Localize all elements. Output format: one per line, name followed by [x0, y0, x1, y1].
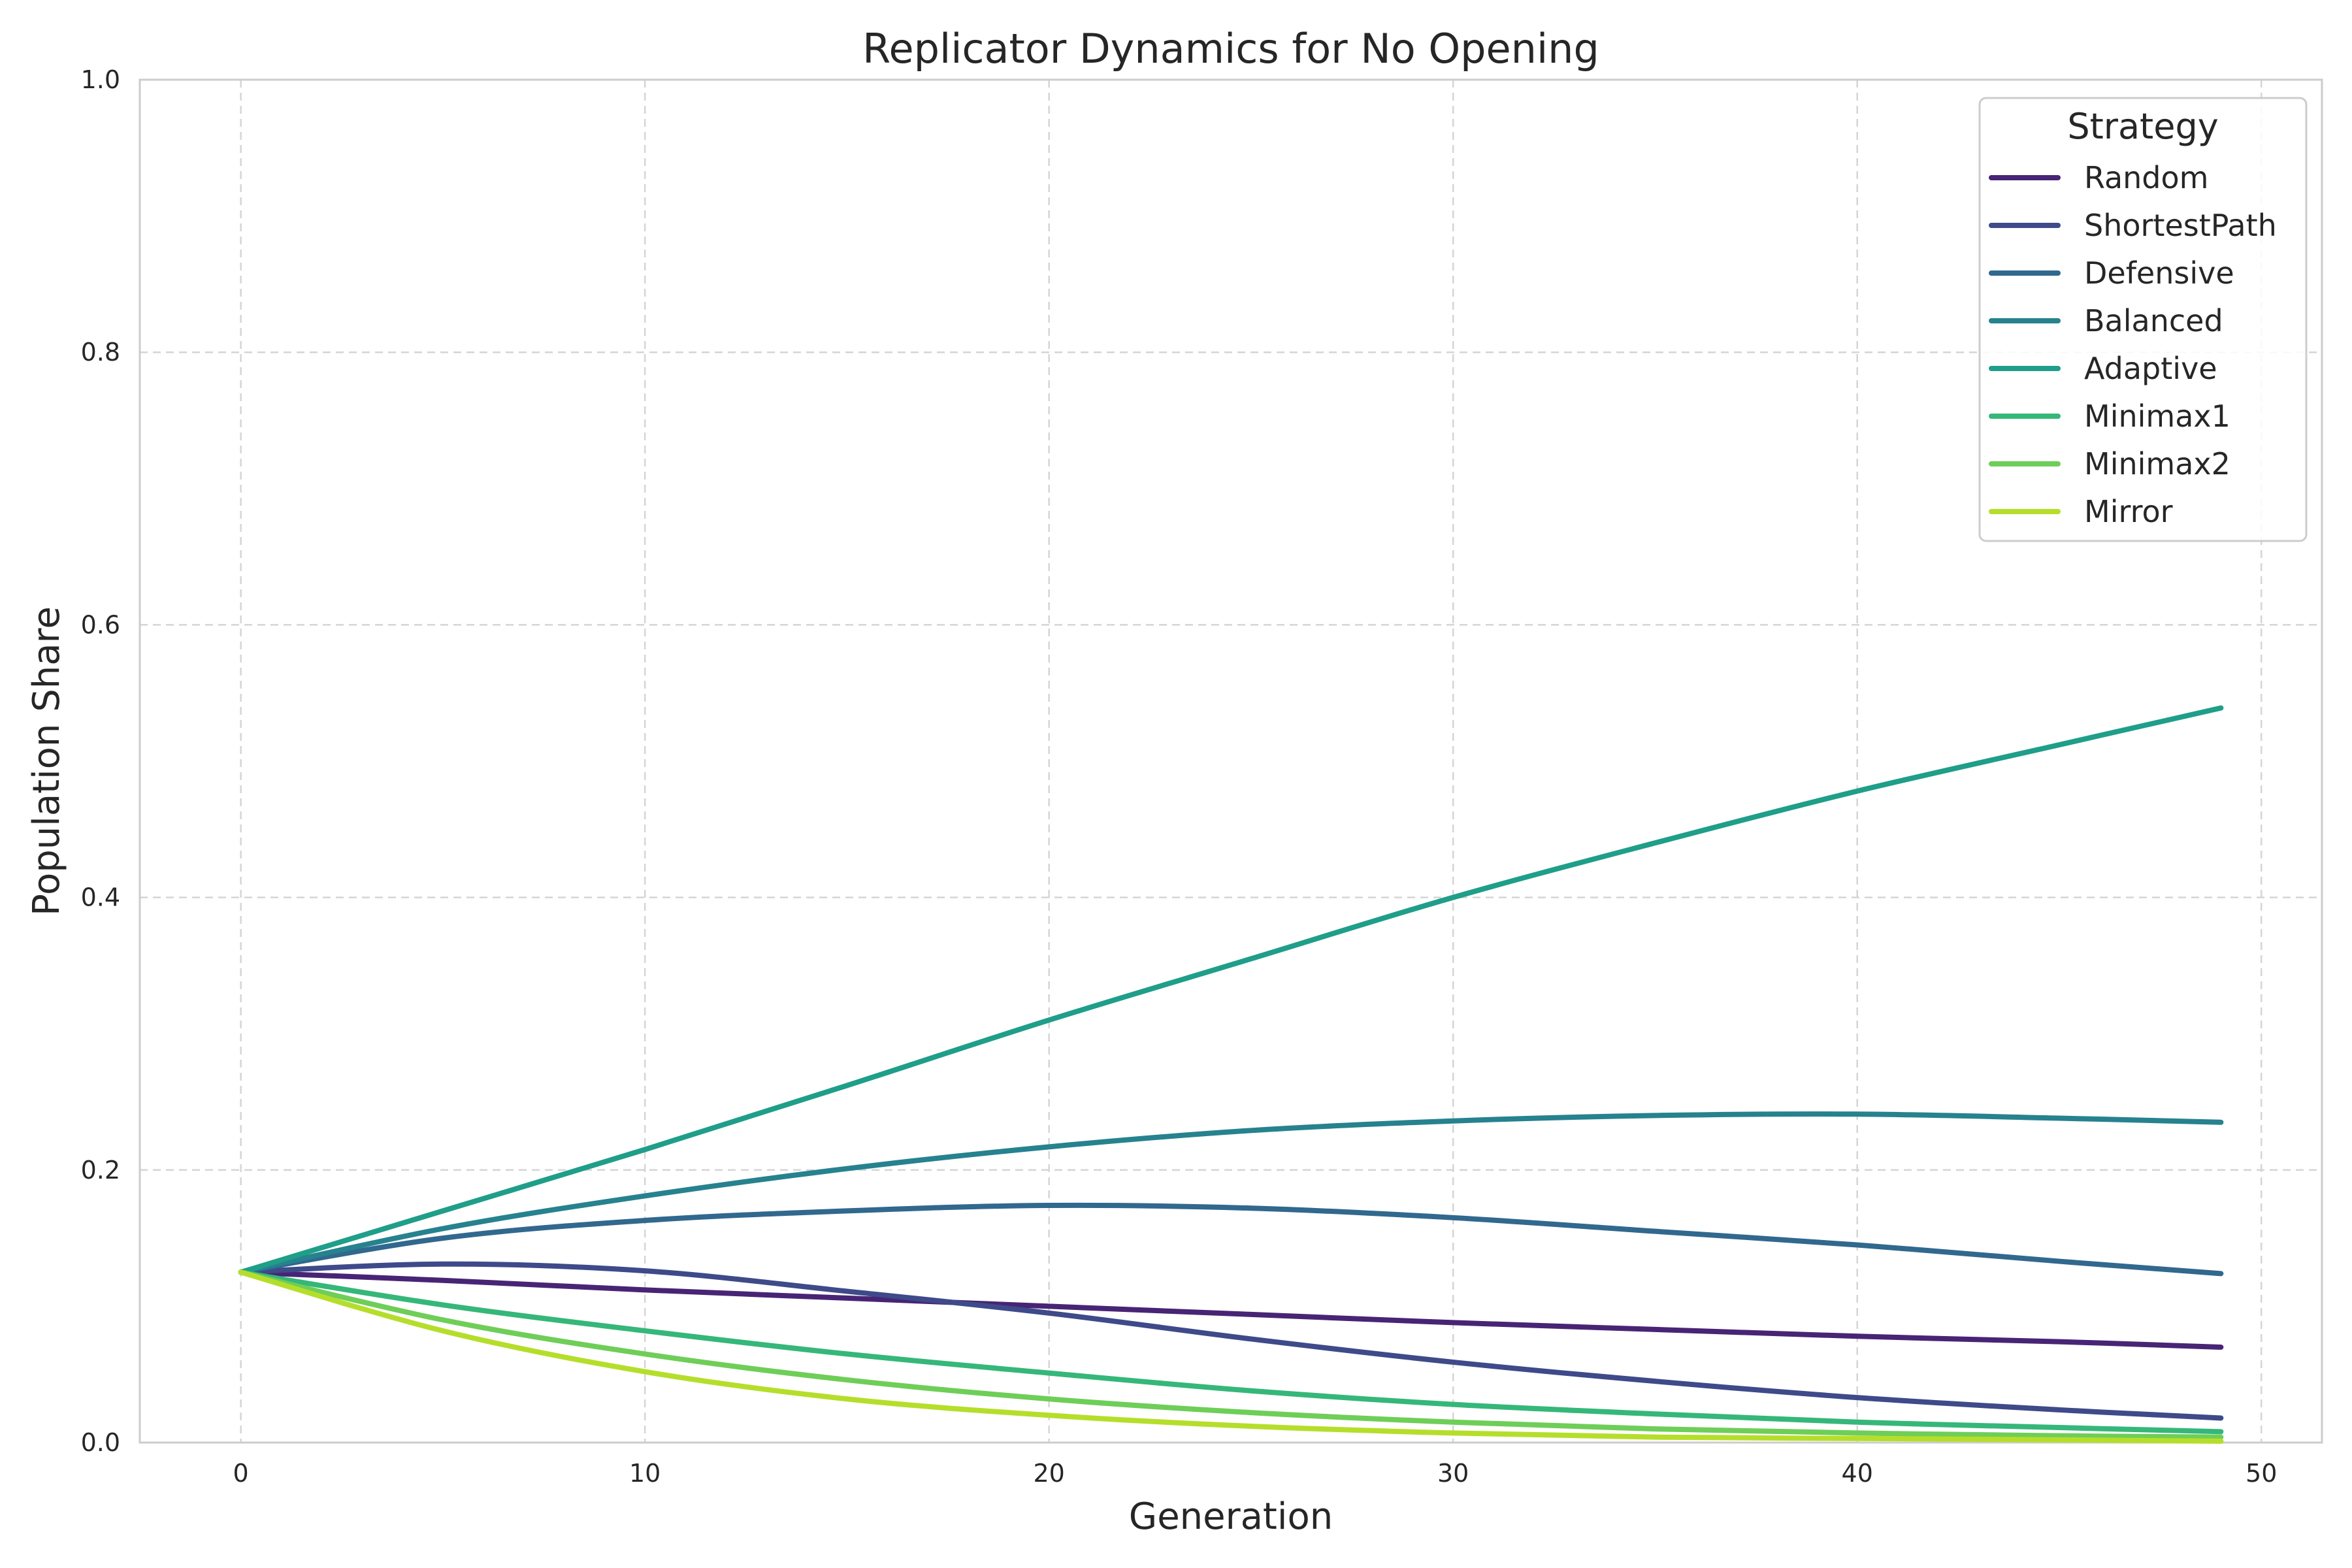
x-tick-label: 20 [1033, 1459, 1064, 1488]
series-line-balanced [238, 1111, 2224, 1275]
legend-label-minimax2: Minimax2 [2084, 446, 2230, 482]
x-tick-label: 50 [2246, 1459, 2277, 1488]
legend-label-random: Random [2084, 160, 2208, 195]
legend-label-mirror: Mirror [2084, 494, 2173, 529]
series-line-shortestpath [238, 1261, 2224, 1421]
series-line-minimax1 [238, 1269, 2224, 1435]
x-tick-label: 10 [629, 1459, 661, 1488]
y-tick-label: 0.4 [81, 883, 120, 912]
series-line-defensive [238, 1202, 2224, 1277]
legend-title: Strategy [2067, 106, 2218, 147]
legend-label-balanced: Balanced [2084, 303, 2223, 338]
legend: Strategy Random ShortestPath Defensive Bala… [1978, 97, 2308, 542]
series-line-minimax2 [238, 1269, 2224, 1440]
chart-title: Replicator Dynamics for No Opening [862, 25, 1599, 73]
y-tick-label: 1.0 [81, 65, 120, 94]
x-tick-label: 0 [233, 1459, 249, 1488]
tick-labels: 0 10 20 30 40 50 0.0 0.2 0.4 0.6 0.8 1.0 [81, 65, 2278, 1488]
y-tick-label: 0.0 [81, 1428, 120, 1457]
gridlines [140, 78, 2322, 1444]
legend-box [1978, 97, 2308, 542]
x-axis-label: Generation [1129, 1495, 1333, 1538]
x-tick-label: 30 [1437, 1459, 1469, 1488]
series-line-random [238, 1269, 2224, 1350]
legend-label-defensive: Defensive [2084, 255, 2234, 291]
x-tick-label: 40 [1842, 1459, 1873, 1488]
legend-label-adaptive: Adaptive [2084, 351, 2217, 386]
y-axis-label: Population Share [25, 606, 68, 916]
legend-items: Random ShortestPath Defensive Balanced Adapt… [1989, 160, 2277, 529]
y-tick-label: 0.6 [81, 610, 120, 639]
legend-label-shortestpath: ShortestPath [2084, 208, 2277, 243]
series-lines [238, 705, 2224, 1444]
series-line-mirror [238, 1269, 2224, 1444]
y-tick-label: 0.2 [81, 1156, 120, 1184]
series-line-adaptive [238, 705, 2224, 1275]
plot-area-frame [139, 78, 2323, 1444]
y-tick-label: 0.8 [81, 338, 120, 367]
legend-label-minimax1: Minimax1 [2084, 399, 2230, 434]
